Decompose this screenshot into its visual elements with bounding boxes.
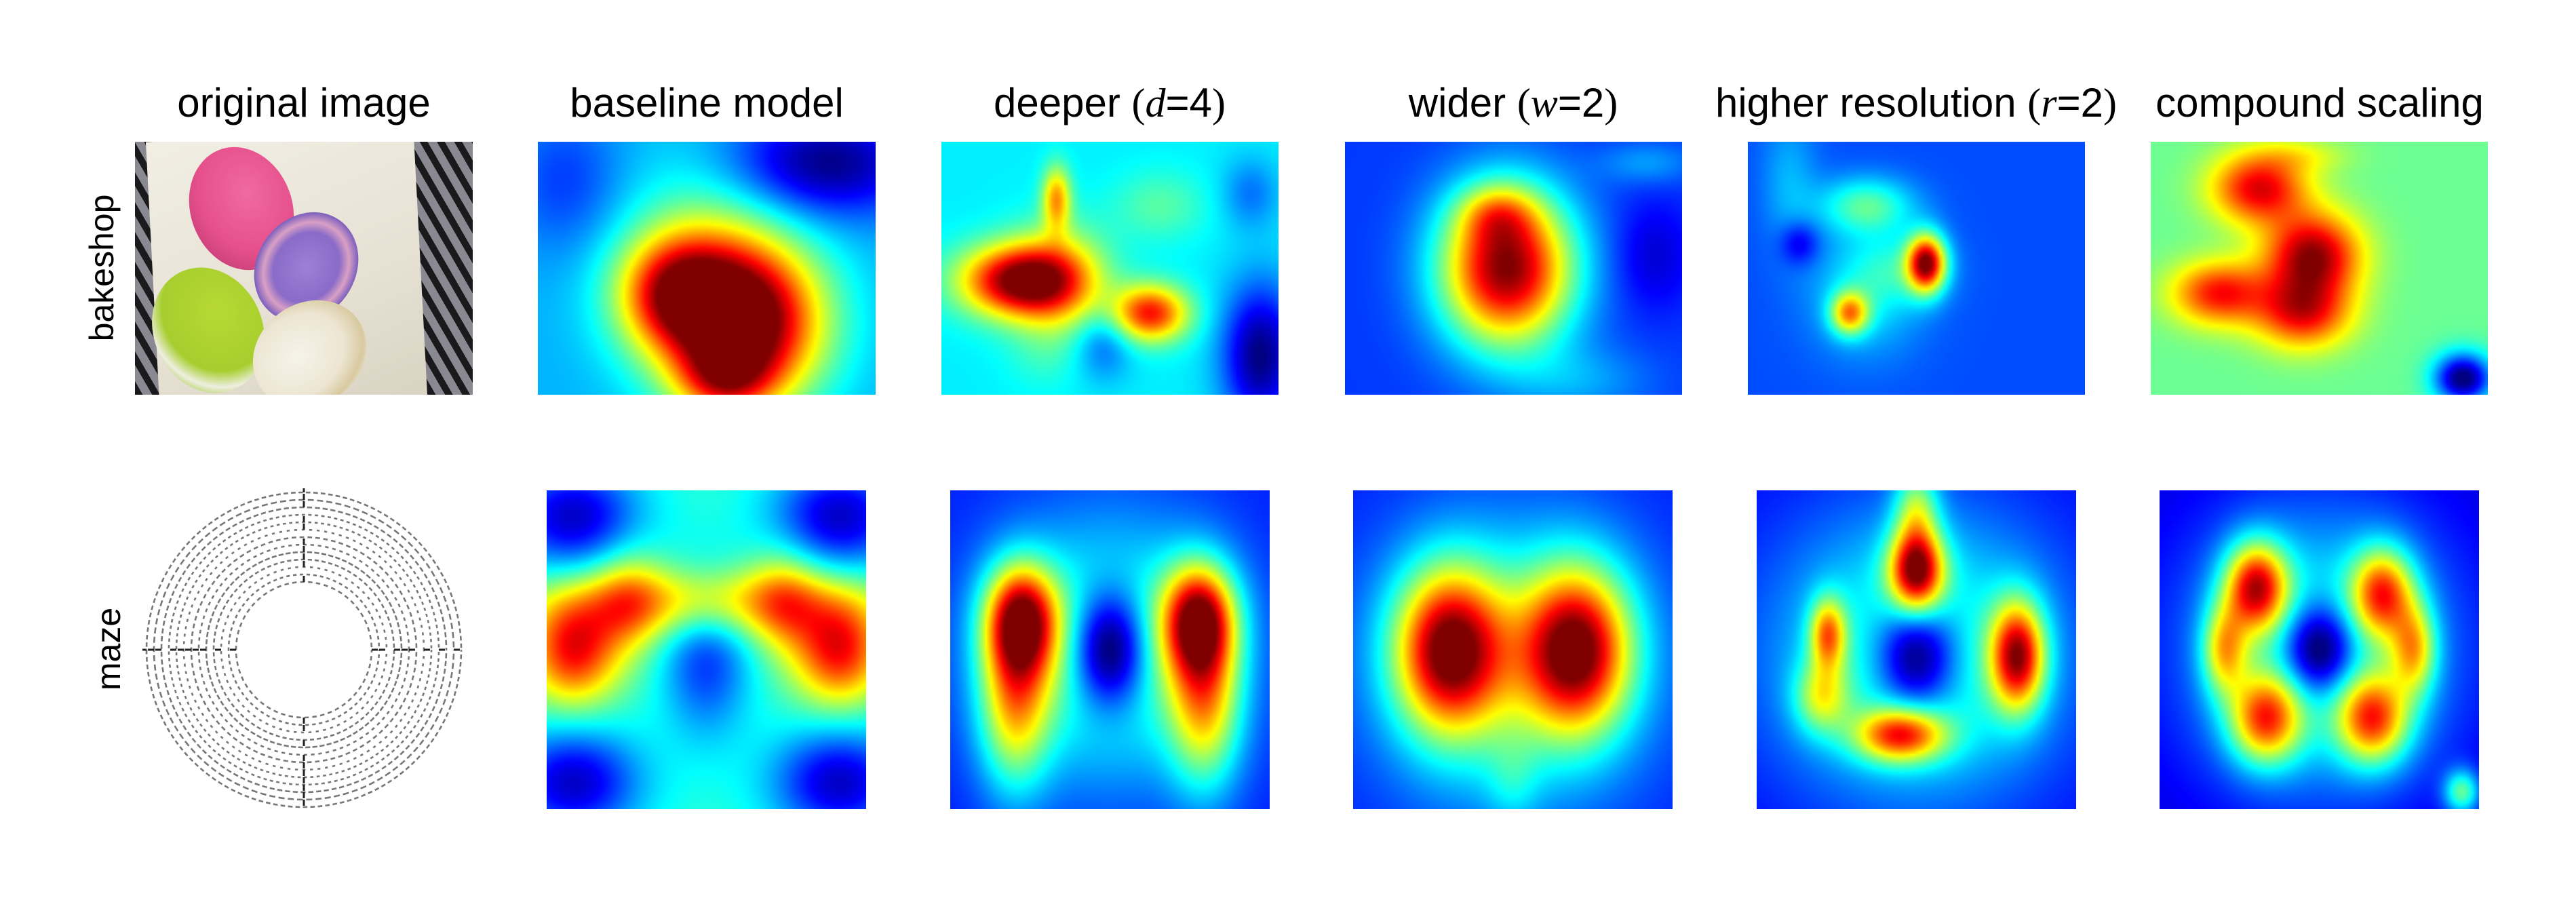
heatmap-canvas <box>1748 142 2085 395</box>
heatmap-canvas <box>950 490 1270 809</box>
math-variable: r <box>2041 81 2057 125</box>
column-title-higher-resolution: higher resolution (r=2) <box>1715 76 2117 130</box>
maze-ring <box>220 566 388 734</box>
title-text: compound scaling <box>2155 80 2484 125</box>
maze-original-image <box>142 488 463 808</box>
column-title-compound-scaling: compound scaling <box>2155 76 2484 130</box>
maze-ring <box>235 581 373 719</box>
open-paren: ( <box>1517 81 1531 125</box>
heatmap-bakeshop-deeper <box>941 142 1279 395</box>
column-title-original-image: original image <box>177 76 431 130</box>
heatmap-maze-deeper <box>950 490 1270 809</box>
heatmap-canvas <box>1757 490 2076 809</box>
title-text: baseline model <box>570 80 844 125</box>
row-label-maze: maze <box>90 607 128 691</box>
heatmap-canvas <box>2160 490 2479 809</box>
open-paren: ( <box>1131 81 1146 125</box>
column-title-wider: wider (w=2) <box>1409 76 1618 130</box>
bakeshop-original-image <box>135 142 473 395</box>
heatmap-bakeshop-higher-resolution <box>1748 142 2085 395</box>
heatmap-maze-baseline <box>547 490 866 809</box>
close-paren: ) <box>1604 81 1618 125</box>
heatmap-canvas <box>941 142 1279 395</box>
close-paren: ) <box>1211 81 1226 125</box>
heatmap-maze-compound <box>2160 490 2479 809</box>
heatmap-canvas <box>547 490 866 809</box>
title-suffix: =4 <box>1165 80 1212 125</box>
column-title-baseline-model: baseline model <box>570 76 844 130</box>
title-prefix: deeper <box>994 80 1132 125</box>
title-prefix: higher resolution <box>1715 80 2028 125</box>
heatmap-bakeshop-baseline <box>538 142 876 395</box>
maze-ring <box>175 521 433 779</box>
title-text: original image <box>177 80 431 125</box>
close-paren: ) <box>2103 81 2118 125</box>
heatmap-maze-wider <box>1353 490 1673 809</box>
math-variable: w <box>1530 81 1558 125</box>
heatmap-canvas <box>538 142 876 395</box>
row-label-bakeshop: bakeshop <box>83 194 121 342</box>
title-suffix: =2 <box>1557 80 1605 125</box>
heatmap-canvas <box>1345 142 1682 395</box>
heatmap-bakeshop-compound <box>2151 142 2488 395</box>
heatmap-canvas <box>2151 142 2488 395</box>
math-variable: d <box>1145 81 1166 125</box>
title-suffix: =2 <box>2056 80 2104 125</box>
maze-ring <box>227 573 380 726</box>
heatmap-maze-higher-resolution <box>1757 490 2076 809</box>
heatmap-bakeshop-wider <box>1345 142 1682 395</box>
maze-ring <box>212 558 395 741</box>
title-prefix: wider <box>1408 80 1517 125</box>
heatmap-canvas <box>1353 490 1673 809</box>
column-title-deeper: deeper (d=4) <box>994 76 1226 130</box>
open-paren: ( <box>2027 81 2042 125</box>
